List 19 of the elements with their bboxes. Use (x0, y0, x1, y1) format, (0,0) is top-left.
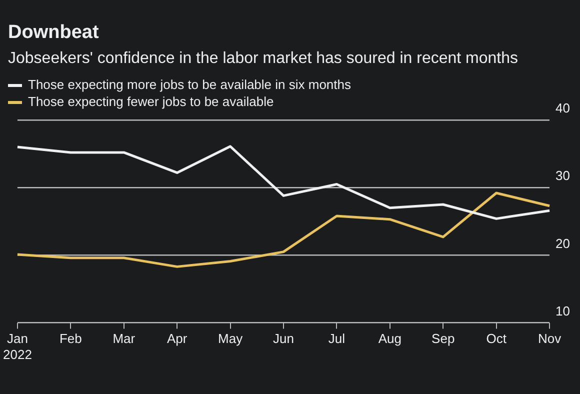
y-tick-label: 40 (556, 100, 570, 116)
x-tick-label: Apr (166, 331, 188, 346)
x-tick-label: Mar (112, 331, 136, 346)
x-tick-label: Jul (328, 331, 346, 346)
x-tick-label: Sep (432, 331, 455, 346)
chart-title: Downbeat (8, 22, 99, 44)
x-tick-label: Jan 2022 (3, 331, 32, 362)
x-tick-label: Jun (273, 331, 294, 346)
x-tick-label: May (218, 331, 244, 346)
legend-label: Those expecting fewer jobs to be available (27, 93, 275, 110)
legend-label: Those expecting more jobs to be available in six months (27, 76, 352, 93)
y-tick-label: 20 (556, 236, 570, 251)
chart-subtitle: Jobseekers' confidence in the labor market has soured in recent months (8, 50, 518, 68)
x-tick-label: Nov (538, 331, 562, 346)
x-tick-label: Aug (378, 331, 402, 346)
x-tick-label: Oct (486, 331, 507, 346)
y-tick-label: 10 (556, 303, 570, 318)
x-tick-label: Feb (59, 331, 82, 346)
y-tick-label: 30 (556, 168, 570, 184)
